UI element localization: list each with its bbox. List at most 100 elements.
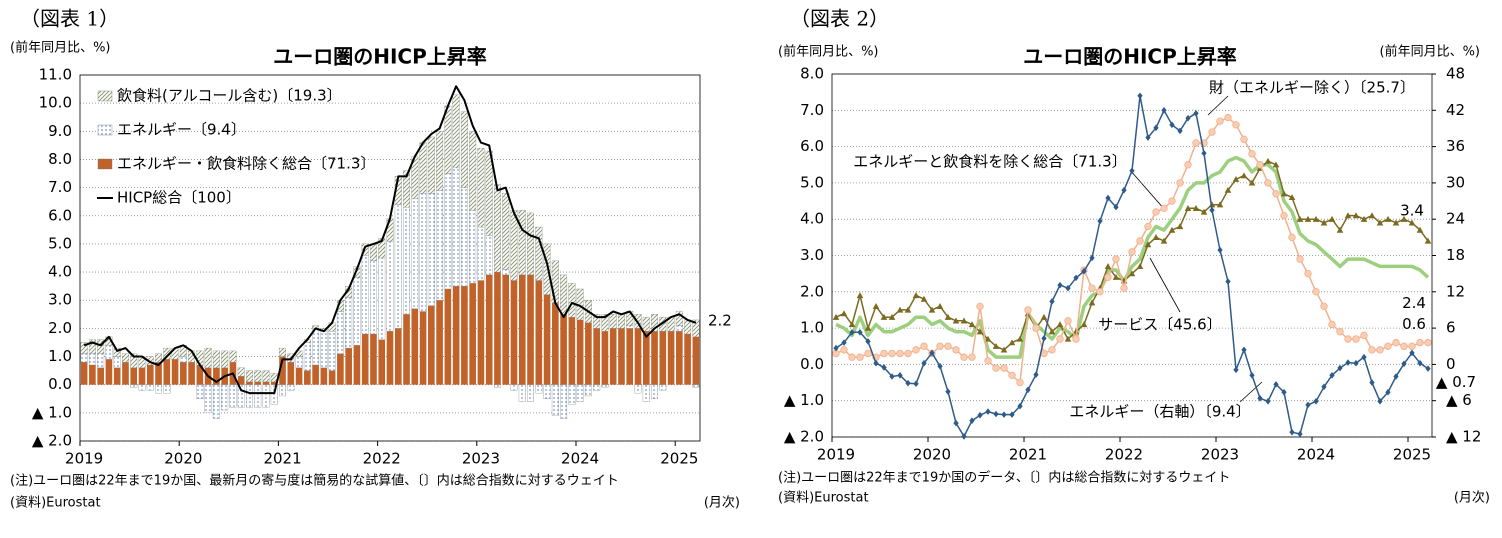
bar-segment bbox=[692, 319, 700, 337]
bar-segment bbox=[428, 305, 435, 385]
bar-segment bbox=[601, 314, 609, 332]
y-tick-label: 1.0 bbox=[48, 347, 72, 365]
bar-segment bbox=[527, 384, 534, 402]
marker bbox=[880, 349, 888, 358]
marker bbox=[1048, 328, 1056, 335]
marker bbox=[1089, 254, 1095, 262]
marker bbox=[904, 306, 912, 313]
bar-segment bbox=[460, 111, 468, 188]
x-tick-label: 2021 bbox=[263, 450, 301, 468]
plot-frame bbox=[79, 74, 701, 442]
marker bbox=[1025, 386, 1031, 394]
bar-segment bbox=[370, 334, 377, 385]
bar-segment bbox=[378, 339, 386, 385]
marker bbox=[1273, 381, 1279, 388]
marker bbox=[1224, 186, 1232, 193]
bar-segment bbox=[113, 367, 121, 385]
marker bbox=[976, 302, 984, 311]
bar-segment bbox=[246, 370, 253, 383]
marker bbox=[1192, 205, 1200, 211]
marker bbox=[1136, 263, 1144, 270]
legend-label: 飲食料(アルコール含む)〔19.3〕 bbox=[117, 87, 342, 105]
bar-segment bbox=[684, 319, 692, 335]
bar-segment bbox=[477, 148, 485, 228]
marker bbox=[1184, 205, 1192, 211]
marker bbox=[1088, 299, 1096, 306]
bar-segment bbox=[279, 347, 286, 357]
bar-segment bbox=[138, 367, 146, 385]
bar-segment bbox=[601, 331, 609, 385]
bar-segment bbox=[146, 364, 154, 385]
leader-lines bbox=[1129, 95, 1263, 403]
marker bbox=[1392, 338, 1400, 347]
leader-line bbox=[1149, 257, 1181, 313]
x-tick-label: 2022 bbox=[363, 450, 401, 468]
bar-segment bbox=[212, 350, 220, 368]
bar-segment bbox=[444, 105, 452, 174]
marker bbox=[912, 346, 920, 354]
marker bbox=[1001, 411, 1007, 418]
bar-segment bbox=[543, 384, 551, 399]
bar-segment bbox=[568, 283, 576, 318]
y-tick-label: 2.0 bbox=[800, 282, 824, 300]
bar-segment bbox=[204, 384, 212, 413]
marker bbox=[953, 419, 959, 427]
bar-segment bbox=[122, 353, 129, 363]
y-tick-label: 4.0 bbox=[800, 210, 824, 228]
marker bbox=[1368, 212, 1376, 219]
marker bbox=[889, 373, 895, 380]
marker bbox=[1264, 179, 1272, 187]
y2-tick-label: 6 bbox=[1446, 319, 1456, 337]
bar-segment bbox=[551, 384, 559, 416]
marker bbox=[929, 349, 935, 357]
y2-tick-label: 48 bbox=[1446, 65, 1465, 83]
y-tick-label: 5.0 bbox=[800, 173, 824, 191]
marker bbox=[864, 349, 872, 358]
bar-segment bbox=[394, 328, 402, 385]
bar-segment bbox=[212, 384, 220, 419]
marker bbox=[1400, 342, 1408, 350]
y-tick-label: 7.0 bbox=[800, 101, 824, 119]
bar-segment bbox=[543, 294, 551, 385]
bar-segment bbox=[394, 204, 402, 329]
bar-segment bbox=[155, 362, 162, 385]
y-tick-label: 2.0 bbox=[48, 319, 72, 337]
y-tick-label: 3.0 bbox=[48, 291, 72, 309]
y-tick-label: 10.0 bbox=[39, 94, 72, 112]
marker bbox=[1097, 217, 1103, 225]
bar-segment bbox=[229, 350, 237, 363]
x-tick-label: 2023 bbox=[462, 450, 500, 468]
marker bbox=[1048, 346, 1056, 354]
marker bbox=[1017, 402, 1023, 410]
bar-segment bbox=[386, 218, 394, 242]
bar-segment bbox=[518, 384, 526, 402]
marker bbox=[1352, 335, 1360, 343]
y-tick-label: ▲ 1.0 bbox=[32, 403, 72, 421]
marker bbox=[1296, 215, 1304, 222]
marker bbox=[1144, 241, 1152, 248]
bar-segment bbox=[304, 370, 311, 385]
marker bbox=[984, 335, 992, 342]
marker bbox=[1000, 346, 1008, 353]
bar-segment bbox=[370, 260, 377, 335]
bar-segment bbox=[262, 384, 270, 408]
bar-segment bbox=[494, 384, 501, 388]
bar-segment bbox=[237, 384, 245, 408]
bar-segment bbox=[618, 314, 625, 329]
marker bbox=[968, 321, 976, 328]
marker bbox=[1216, 117, 1224, 125]
panel-label: （図表 2） bbox=[790, 7, 889, 31]
leader-line bbox=[1239, 381, 1263, 403]
bar-segment bbox=[419, 311, 427, 385]
bar-segment bbox=[254, 384, 262, 408]
marker bbox=[1192, 139, 1200, 147]
bar-segment bbox=[138, 384, 146, 391]
bar-segment bbox=[411, 308, 419, 385]
bar-segment bbox=[89, 364, 96, 385]
y2-tick-label: 36 bbox=[1446, 137, 1465, 155]
bar-segment bbox=[361, 334, 369, 385]
bar-segment bbox=[171, 359, 179, 385]
bar-segment bbox=[80, 362, 88, 385]
bar-segment bbox=[609, 314, 617, 329]
